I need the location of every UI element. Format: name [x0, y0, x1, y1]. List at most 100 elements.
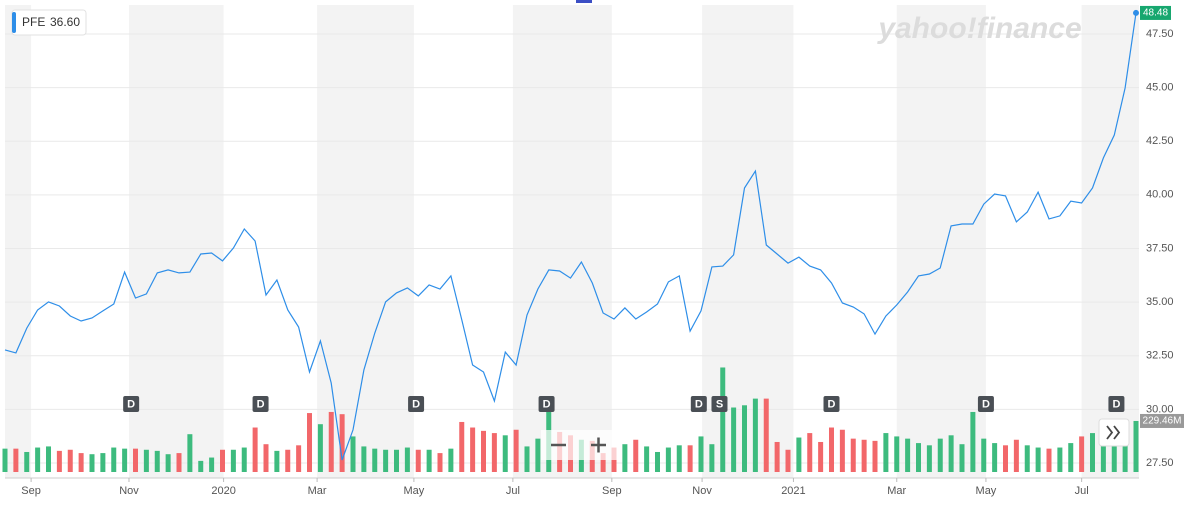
watermark: yahoo!finance [876, 12, 1081, 45]
volume-bar [78, 453, 84, 472]
volume-bar [992, 443, 998, 472]
x-tick-label: Sep [602, 485, 622, 497]
volume-bar [1046, 448, 1052, 472]
zoom-controls[interactable] [541, 430, 618, 460]
volume-bar [67, 449, 73, 472]
volume-bar [24, 451, 30, 472]
x-tick-label: May [976, 485, 997, 497]
volume-bar [448, 448, 454, 472]
y-tick-label: 37.50 [1146, 242, 1174, 254]
volume-bar [709, 444, 715, 472]
x-tick-label: 2020 [211, 485, 235, 497]
volume-bar [970, 411, 976, 472]
volume-bar [644, 446, 650, 472]
volume-bar [524, 446, 530, 472]
volume-bar [491, 433, 497, 472]
volume-bar [317, 424, 323, 472]
volume-bar [111, 447, 117, 472]
volume-bar [742, 405, 747, 472]
price-label-box [1140, 5, 1171, 20]
badge-bar [12, 12, 16, 33]
y-tick-label: 27.50 [1146, 457, 1174, 469]
volume-bar [676, 445, 682, 472]
scroll-box[interactable] [1098, 418, 1130, 447]
event-label: D [412, 398, 420, 410]
event-marker [408, 396, 425, 412]
volume-bar [13, 448, 19, 472]
volume-bar [56, 450, 62, 472]
event-marker [538, 396, 555, 412]
volume-bar [883, 433, 889, 472]
volume-bar [948, 435, 954, 472]
band [317, 5, 414, 478]
volume-bar [916, 443, 921, 472]
volume-bar [143, 449, 149, 472]
volume-bar [1013, 439, 1019, 472]
event-label: D [257, 398, 265, 410]
volume-bar [818, 441, 824, 472]
volume-bar [600, 453, 606, 472]
y-tick-label: 32.50 [1146, 350, 1174, 362]
band [896, 5, 986, 478]
volume-bar [535, 438, 541, 472]
volume-bar [1111, 427, 1117, 472]
x-tick-label: Jul [1075, 485, 1089, 497]
volume-bar [513, 429, 519, 472]
volume-bar [655, 451, 660, 472]
event-label: D [982, 398, 990, 410]
volume-bar [133, 448, 138, 472]
volume-bar [731, 407, 737, 472]
volume-bar [839, 429, 845, 472]
event-marker [823, 396, 840, 412]
volume-bar [241, 447, 247, 472]
volume-bar [89, 454, 95, 472]
volume-bar [122, 448, 128, 472]
volume-bar [263, 444, 269, 472]
x-tick-label: Mar [308, 485, 327, 497]
volume-bar [481, 430, 486, 472]
scroll-button[interactable] [1098, 418, 1130, 447]
event-marker [1108, 396, 1125, 412]
scroll-arrow [1106, 425, 1114, 440]
volume-bar [687, 445, 693, 472]
volume-bar [404, 447, 410, 472]
volume-bar [774, 441, 780, 472]
y-tick-label: 47.50 [1146, 28, 1174, 40]
volume-bar [470, 427, 476, 472]
event-label: D [543, 398, 551, 410]
volume-bar [176, 453, 182, 472]
volume-label: 229.46M [1143, 416, 1182, 427]
volume-bar [905, 438, 911, 472]
volume-bar [937, 438, 943, 472]
event-label: S [716, 398, 723, 410]
price-line [4, 12, 1137, 461]
event-label: D [828, 398, 836, 410]
volume-bar [1068, 443, 1074, 472]
volume-bar [926, 445, 932, 472]
volume-bar [796, 437, 802, 472]
x-tick-label: 2021 [781, 485, 805, 497]
y-tick-label: 45.00 [1146, 81, 1174, 93]
event-marker [711, 396, 728, 412]
y-tick-label: 40.00 [1146, 189, 1174, 201]
volume-bar [850, 438, 856, 472]
volume-bar [383, 449, 389, 472]
volume-bar [154, 450, 160, 472]
top-handle [576, 0, 592, 3]
volume-bar [720, 367, 726, 472]
volume-bar [872, 440, 878, 472]
volume-bar [437, 453, 443, 472]
volume-bar [1090, 433, 1095, 472]
volume-bar [1133, 420, 1139, 472]
volume-bar [100, 453, 106, 472]
volume-bar [502, 435, 508, 472]
badge-value: 36.60 [50, 15, 80, 29]
volume-bar [35, 447, 41, 472]
volume-bar [230, 449, 236, 472]
volume-bar [763, 398, 769, 472]
event-label: D [1112, 398, 1120, 410]
volume-bar [285, 449, 291, 472]
x-tick-label: Sep [21, 485, 41, 497]
volume-bar [328, 411, 334, 472]
y-tick-label: 42.50 [1146, 135, 1174, 147]
